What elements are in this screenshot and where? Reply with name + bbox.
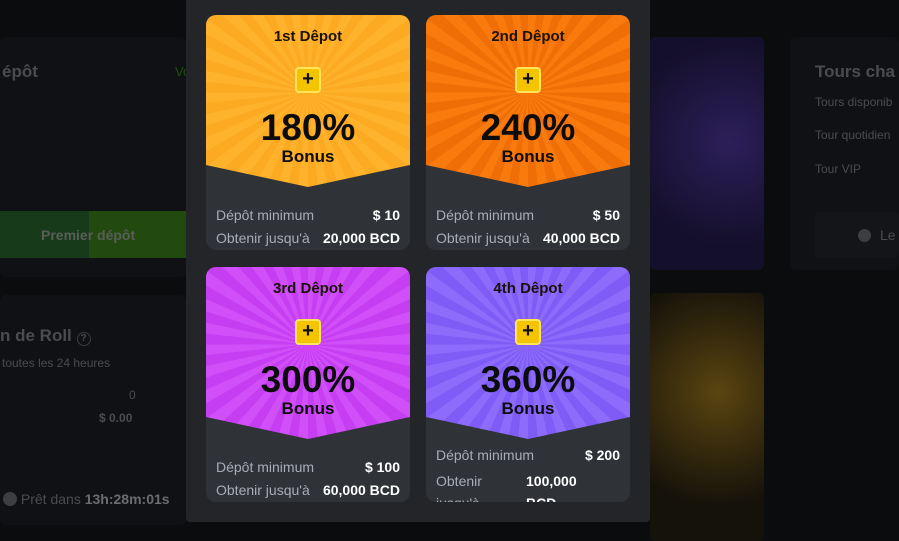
piggy-image xyxy=(650,293,764,541)
get-up-to-label: Obtenir jusqu'à xyxy=(216,230,310,246)
bonus-label: Bonus xyxy=(501,147,555,166)
plus-icon[interactable]: + xyxy=(295,319,321,345)
card-title: 1st Dêpot xyxy=(273,28,343,45)
get-up-to-value: 20,000 BCD xyxy=(322,230,400,246)
card-header xyxy=(206,267,410,439)
min-deposit-value: $ 100 xyxy=(364,459,400,475)
ready-timer: Prêt dans 13h:28m:01s xyxy=(3,491,170,507)
plus-icon[interactable]: + xyxy=(515,67,541,93)
clock-icon xyxy=(3,492,17,506)
get-up-to-label: Obtenir jusqu'à xyxy=(436,230,530,246)
card-header xyxy=(426,15,630,187)
get-up-to-label: Obtenir jusqu'à xyxy=(436,473,482,502)
card-title: 3rd Dêpot xyxy=(272,280,343,297)
deposit-title: épôt xyxy=(2,62,38,81)
bonus-percent: 300% xyxy=(260,359,356,400)
tours-title: Tours cha xyxy=(815,62,895,81)
get-up-to-value: 100,000 BCD xyxy=(526,473,577,502)
bonus-card-2[interactable]: 2nd Dêpot + 240% Bonus Dépôt minimum $ 50… xyxy=(426,15,630,250)
tour-button[interactable]: Le xyxy=(815,212,899,258)
tour-vip: Tour VIP xyxy=(815,162,862,176)
bonus-label: Bonus xyxy=(501,399,555,418)
bonus-percent: 240% xyxy=(480,107,576,148)
min-deposit-label: Dépôt minimum xyxy=(216,207,315,223)
challenge-image xyxy=(650,37,764,270)
bonus-percent: 360% xyxy=(480,359,576,400)
min-deposit-label: Dépôt minimum xyxy=(216,459,315,475)
min-deposit-value: $ 10 xyxy=(372,207,400,223)
min-deposit-value: $ 50 xyxy=(592,207,620,223)
first-deposit-label: Premier dépôt xyxy=(41,227,136,243)
get-up-to-value: 40,000 BCD xyxy=(542,230,620,246)
bonus-percent: 180% xyxy=(260,107,356,148)
roll-title: n de Roll ? xyxy=(0,326,91,346)
min-deposit-label: Dépôt minimum xyxy=(436,447,535,463)
card-title: 2nd Dêpot xyxy=(491,28,565,45)
roll-count: 0 xyxy=(129,388,136,402)
help-icon[interactable]: ? xyxy=(76,332,91,346)
deposit-bonus-modal: 1st Dêpot + 180% Bonus Dépôt minimum $ 10… xyxy=(186,0,650,522)
min-deposit-label: Dépôt minimum xyxy=(436,207,535,223)
first-deposit-button[interactable]: Premier dépôt xyxy=(0,211,186,258)
card-header xyxy=(206,15,410,187)
bonus-card-3[interactable]: 3rd Dêpot + 300% Bonus Dépôt minimum $ 10… xyxy=(206,267,410,502)
get-up-to-value: 60,000 BCD xyxy=(322,482,400,498)
card-header xyxy=(426,267,630,439)
clock-icon xyxy=(858,229,871,242)
roll-subtitle: toutes les 24 heures xyxy=(2,356,111,370)
roll-panel xyxy=(0,295,186,525)
tours-available: Tours disponib xyxy=(815,95,893,109)
tour-daily: Tour quotidien xyxy=(815,128,891,142)
bonus-card-4[interactable]: 4th Dêpot + 360% Bonus Dépôt minimum $ 20… xyxy=(426,267,630,502)
bonus-card-1[interactable]: 1st Dêpot + 180% Bonus Dépôt minimum $ 10… xyxy=(206,15,410,250)
plus-icon[interactable]: + xyxy=(515,319,541,345)
bonus-label: Bonus xyxy=(281,399,335,418)
roll-amount: $ 0.00 xyxy=(99,411,133,425)
plus-icon[interactable]: + xyxy=(295,67,321,93)
card-title: 4th Dêpot xyxy=(493,280,563,297)
min-deposit-value: $ 200 xyxy=(584,447,620,463)
bonus-label: Bonus xyxy=(281,147,335,166)
get-up-to-label: Obtenir jusqu'à xyxy=(216,482,310,498)
